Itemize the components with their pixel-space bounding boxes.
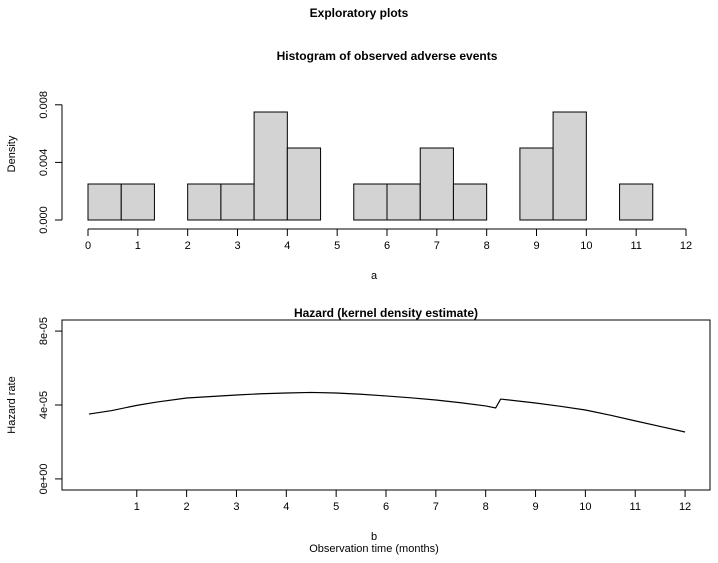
x-tick-label: 10 — [580, 240, 592, 252]
y-tick-label: 0.008 — [38, 91, 50, 119]
x-tick-label: 1 — [134, 501, 140, 513]
x-tick-label: 10 — [579, 501, 591, 513]
bar — [286, 147, 322, 221]
x-tick-label: 5 — [334, 240, 340, 252]
x-axis-label: Observation time (months) — [309, 543, 439, 555]
x-tick-label: 3 — [234, 240, 240, 252]
x-tick-label: 5 — [333, 501, 339, 513]
x-tick-label: 8 — [484, 240, 490, 252]
bar — [452, 183, 488, 221]
x-tick-label: 11 — [630, 240, 641, 252]
x-tick-label: 4 — [283, 501, 289, 513]
x-tick-label: 4 — [284, 240, 290, 252]
x-tick-label: 12 — [679, 501, 691, 513]
bar — [353, 183, 388, 221]
x-tick-label: 8 — [483, 501, 489, 513]
x-tick-label: 7 — [434, 240, 440, 252]
bar — [419, 147, 454, 221]
hazard-line — [88, 391, 686, 433]
y-tick-label: 0.004 — [38, 149, 50, 177]
plot-box — [61, 319, 711, 491]
x-tick-label: 11 — [630, 501, 641, 513]
bar — [120, 183, 155, 221]
bar — [220, 183, 255, 221]
y-tick-label: 4e-05 — [38, 391, 50, 419]
x-tick-label: 3 — [233, 501, 239, 513]
x-tick-label: 2 — [184, 501, 190, 513]
bar — [552, 111, 587, 221]
chart-title: Histogram of observed adverse events — [277, 49, 498, 63]
bar — [519, 147, 554, 221]
y-tick-label: 0e+00 — [38, 463, 50, 494]
bar — [87, 183, 122, 221]
y-tick-label: 0.000 — [38, 206, 50, 234]
bar — [187, 183, 222, 221]
x-tick-label: 6 — [383, 501, 389, 513]
bar — [386, 183, 421, 221]
bar — [619, 183, 654, 221]
x-tick-label: 7 — [433, 501, 439, 513]
bar — [253, 111, 288, 221]
y-tick-label: 8e-05 — [38, 317, 50, 345]
x-axis-label: a — [371, 270, 378, 282]
x-tick-label: 6 — [384, 240, 390, 252]
y-axis-label: Hazard rate — [6, 376, 18, 433]
x-tick-label: 12 — [680, 240, 692, 252]
chart-title: Hazard (kernel density estimate) — [294, 306, 478, 320]
x-axis-label: b — [371, 531, 377, 543]
x-tick-label: 9 — [532, 501, 538, 513]
y-axis-label: Density — [6, 135, 18, 172]
x-tick-label: 1 — [135, 240, 141, 252]
x-tick-label: 2 — [185, 240, 191, 252]
x-tick-label: 9 — [533, 240, 539, 252]
x-tick-label: 0 — [85, 240, 91, 252]
figure-title: Exploratory plots — [310, 6, 409, 20]
